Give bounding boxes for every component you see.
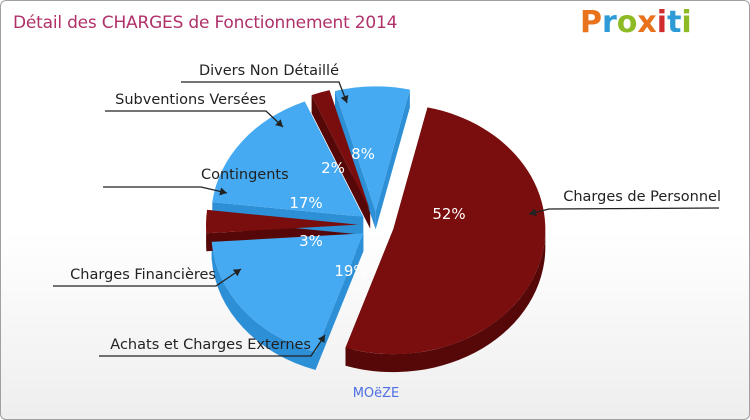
slice-percent-label: 3%: [299, 232, 323, 250]
leader-line: [181, 81, 348, 104]
pie-slice: [311, 90, 371, 211]
leader-line: [53, 268, 242, 287]
pie-tops: [206, 86, 546, 355]
slice-category-label: Charges de Personnel: [563, 189, 721, 205]
slice-wall: [375, 89, 410, 230]
slice-category-label: Achats et Charges Externes: [110, 337, 311, 353]
slice-wall: [334, 90, 376, 230]
slice-category-label: Divers Non Détaillé: [199, 63, 339, 79]
chart-title: Détail des CHARGES de Fonctionnement 201…: [13, 13, 398, 33]
leader-line: [99, 334, 326, 357]
logo-letter: o: [616, 5, 638, 40]
slice-wall: [315, 233, 364, 370]
slice-category-label: Charges Financières: [70, 267, 216, 283]
slice-percent-label: 52%: [432, 205, 465, 223]
pie-slice: [211, 233, 364, 352]
logo-letter: x: [637, 5, 657, 40]
slice-percent-label: 8%: [351, 145, 375, 163]
slice-category-label: Subventions Versées: [115, 92, 266, 108]
leader-line: [103, 186, 228, 194]
slice-percent-label: 19%: [334, 262, 367, 280]
pie-slice: [206, 209, 359, 234]
slice-rim: [211, 241, 316, 370]
pie-slice: [345, 107, 546, 355]
leader-line: [105, 110, 284, 128]
logo-letter: r: [602, 5, 617, 40]
slice-rim: [345, 229, 546, 373]
pie-slice: [212, 101, 364, 217]
leader-arrow: [529, 208, 537, 217]
leader-arrow: [219, 187, 227, 196]
proxiti-logo: Proxiti: [580, 5, 692, 40]
logo-letter: i: [681, 5, 692, 40]
leader-arrow: [317, 335, 325, 344]
slice-percent-label: 17%: [289, 194, 322, 212]
logo-letter: t: [667, 5, 682, 40]
pie-slice: [334, 86, 410, 212]
commune-name: MOëZE: [352, 386, 400, 401]
leader-arrow: [232, 269, 241, 277]
logo-letter: P: [580, 5, 602, 40]
leader-arrow: [275, 119, 283, 127]
logo-letter: i: [656, 5, 668, 40]
slice-percent-label: 2%: [321, 159, 345, 177]
leader-arrow: [340, 95, 349, 103]
slice-wall: [311, 95, 371, 229]
slice-category-label: Contingents: [201, 167, 289, 183]
leader-line: [528, 207, 720, 215]
